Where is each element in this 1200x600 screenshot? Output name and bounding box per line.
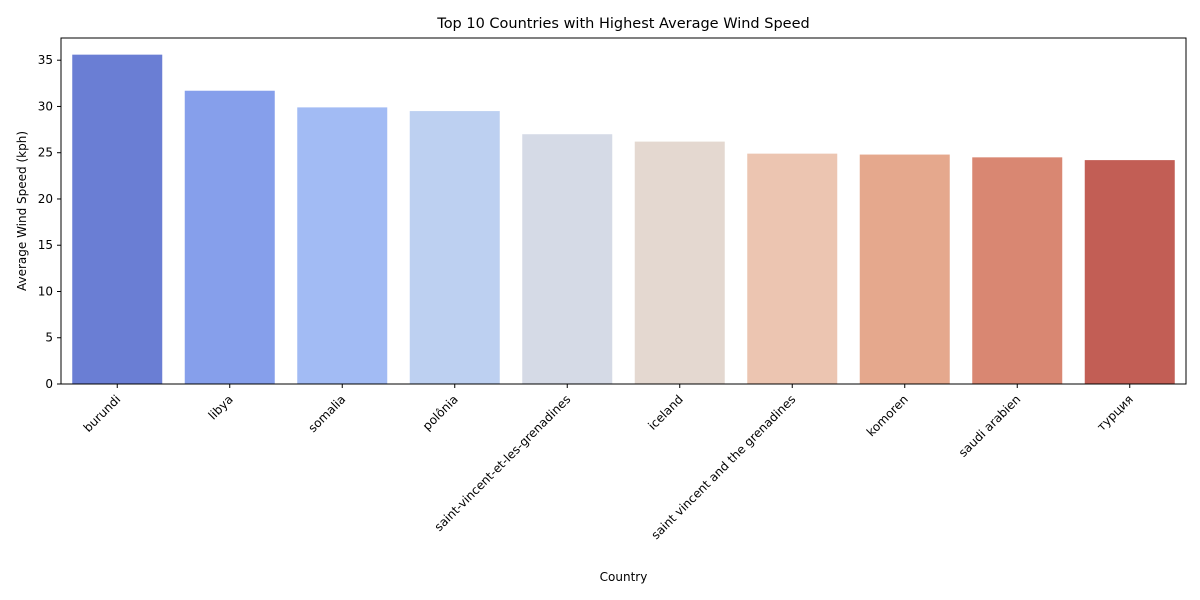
y-axis-label: Average Wind Speed (kph) xyxy=(15,131,29,291)
chart-title: Top 10 Countries with Highest Average Wi… xyxy=(436,16,809,32)
bar-1 xyxy=(184,90,275,385)
bar-4 xyxy=(522,134,613,384)
y-tick-label-5: 25 xyxy=(38,146,53,160)
y-axis: 0 5 10 15 20 25 30 35 xyxy=(38,53,61,391)
x-tick-label-7: komoren xyxy=(864,392,911,439)
x-tick-label-4: saint-vincent-et-les-grenadines xyxy=(432,392,574,534)
x-tick-label-5: iceland xyxy=(645,392,685,432)
bar-6 xyxy=(747,153,838,384)
bar-5 xyxy=(634,141,725,384)
x-tick-label-3: polônia xyxy=(420,392,461,433)
x-tick-label-9: турция xyxy=(1094,392,1136,434)
plot-frame xyxy=(60,37,1187,385)
y-tick-label-7: 35 xyxy=(38,53,53,67)
x-tick-label-1: libya xyxy=(206,392,236,422)
bar-2 xyxy=(297,107,388,385)
x-tick-label-0: burundi xyxy=(81,392,124,435)
x-axis-label: Country xyxy=(600,570,648,584)
bar-0 xyxy=(72,54,163,384)
y-tick-label-3: 15 xyxy=(38,238,53,252)
y-tick-label-6: 30 xyxy=(38,99,53,113)
bar-7 xyxy=(859,154,950,384)
bars-group xyxy=(72,54,1175,385)
x-tick-label-8: saudi arabien xyxy=(956,392,1024,460)
x-tick-label-2: somalia xyxy=(305,392,348,435)
y-tick-label-1: 5 xyxy=(45,331,53,345)
bar-9 xyxy=(1084,160,1175,384)
bar-3 xyxy=(409,111,500,384)
y-tick-label-4: 20 xyxy=(38,192,53,206)
y-tick-label-0: 0 xyxy=(45,377,53,391)
y-tick-label-2: 10 xyxy=(38,284,53,298)
bar-8 xyxy=(972,157,1063,384)
x-axis: burundi libya somalia polôniasaint-vincent-… xyxy=(81,384,1136,542)
